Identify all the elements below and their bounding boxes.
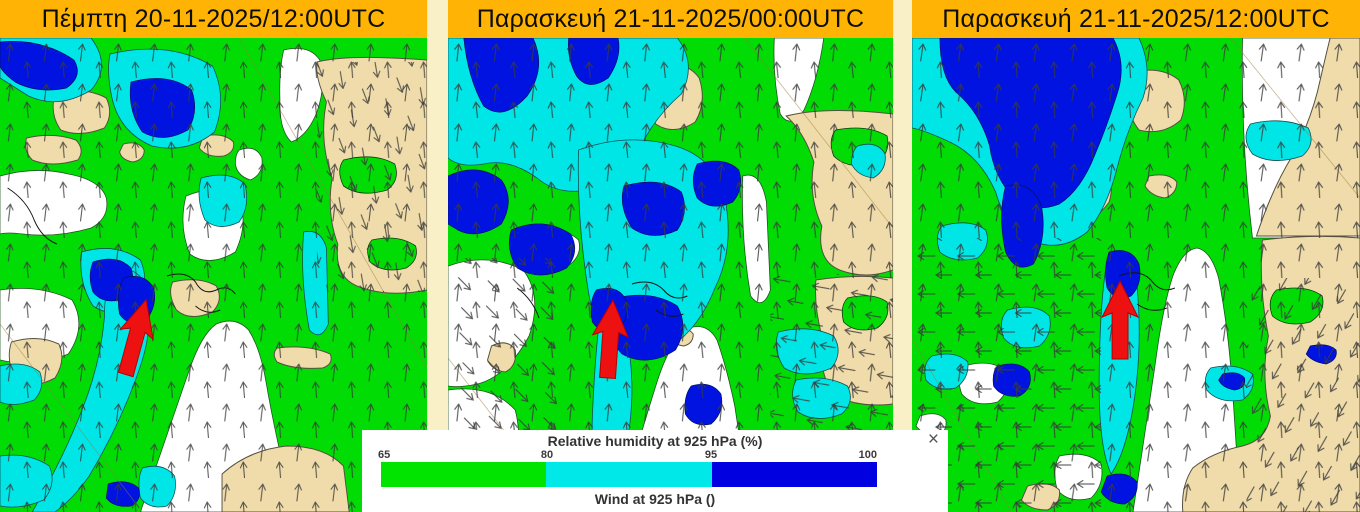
legend-tick-65: 65: [378, 449, 391, 461]
legend-tick-95: 95: [704, 449, 718, 461]
panel-1-title: Πέμπτη 20-11-2025/12:00UTC: [0, 0, 427, 38]
forecast-panel-3: Παρασκευή 21-11-2025/12:00UTC: [912, 0, 1360, 512]
legend-color-green: [381, 462, 547, 487]
panel-2-title: Παρασκευή 21-11-2025/00:00UTC: [448, 0, 893, 38]
legend-close-button[interactable]: ×: [927, 429, 939, 450]
legend-panel: Relative humidity at 925 hPa (%) × 65 80…: [362, 430, 948, 512]
panel-3-map-area: [912, 38, 1360, 512]
panel-1-map: [0, 38, 427, 512]
panel-3-map: [912, 38, 1360, 512]
legend-color-cyan: [546, 462, 712, 487]
wind-arrows-layer: [0, 38, 427, 512]
forecast-panel-1: Πέμπτη 20-11-2025/12:00UTC: [0, 0, 427, 512]
red-arrow-marker: [1101, 279, 1140, 360]
red-arrow-marker: [591, 298, 630, 379]
legend-title: Relative humidity at 925 hPa (%): [547, 433, 763, 449]
legend-colorbar: [381, 462, 877, 487]
red-arrow-marker: [117, 298, 154, 378]
wind-arrows-layer: [912, 38, 1360, 512]
legend-tick-100: 100: [858, 449, 877, 461]
panel-1-map-area: [0, 38, 427, 512]
legend-tick-80: 80: [540, 449, 554, 461]
legend-color-blue: [711, 462, 877, 487]
panel-3-title: Παρασκευή 21-11-2025/12:00UTC: [912, 0, 1360, 38]
legend-subtitle: Wind at 925 hPa (): [594, 491, 716, 507]
